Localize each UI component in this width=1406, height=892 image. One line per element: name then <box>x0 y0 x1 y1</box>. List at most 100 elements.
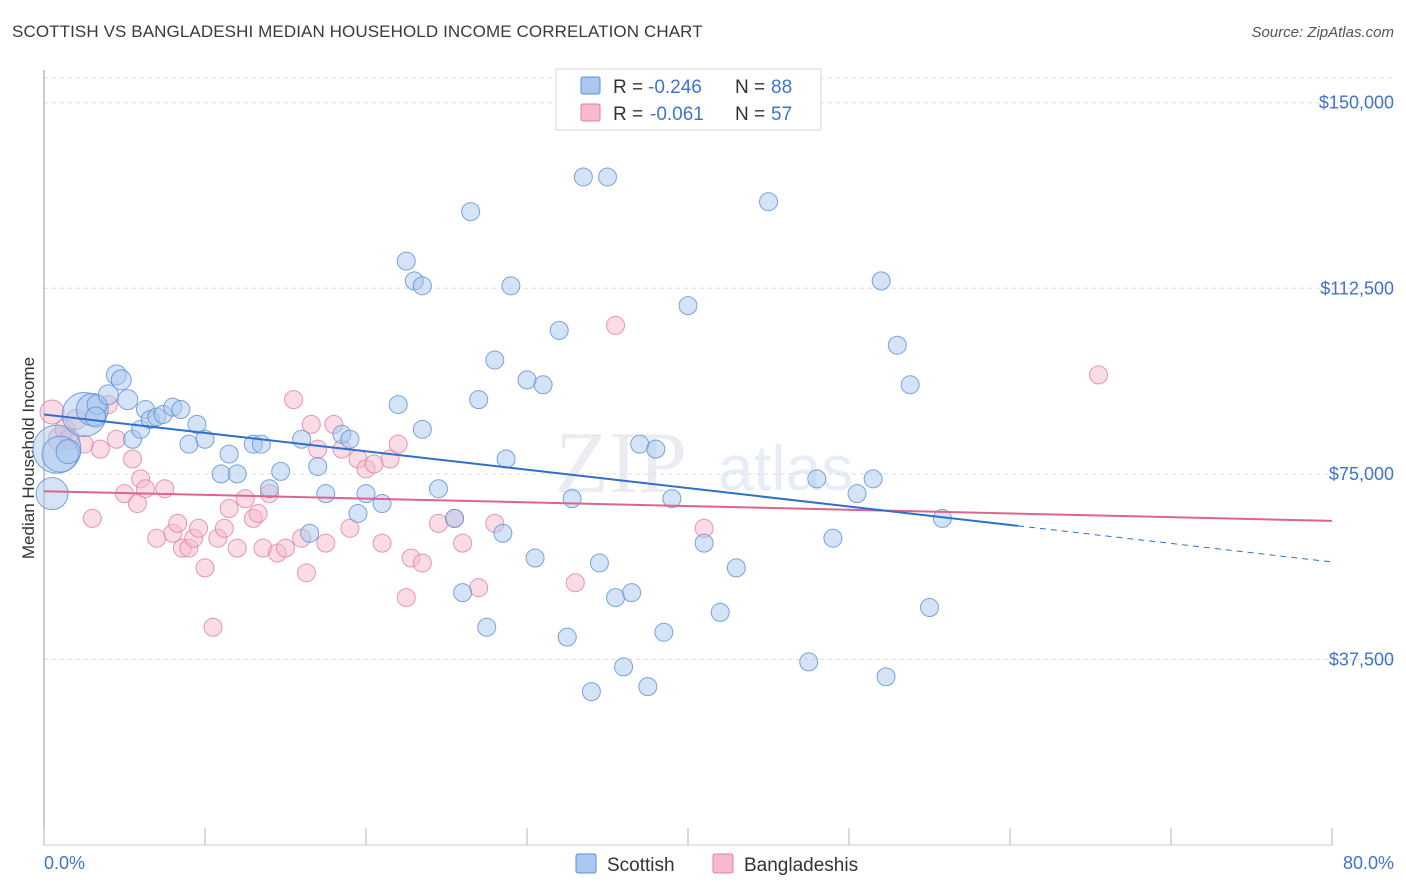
legend-swatch-bangladeshi <box>580 103 601 122</box>
scottish-point <box>300 523 320 543</box>
scottish-point <box>179 434 199 454</box>
scottish-point <box>348 503 368 523</box>
legend-r-label-bangladeshi: R = <box>613 104 648 125</box>
scottish-point <box>863 469 883 489</box>
scottish-point <box>493 523 513 543</box>
scottish-point <box>485 350 505 370</box>
scottish-point <box>356 484 376 504</box>
bangladeshi-point <box>372 533 392 553</box>
scottish-point <box>412 419 432 439</box>
scottish-point <box>726 558 746 578</box>
scottish-point <box>573 167 593 187</box>
scottish-point <box>847 484 867 504</box>
scottish-point <box>55 439 81 465</box>
scottish-point <box>219 444 239 464</box>
bangladeshi-point <box>308 439 328 459</box>
scottish-point <box>694 533 714 553</box>
scottish-point <box>308 456 328 476</box>
scottish-point <box>496 449 516 469</box>
bangladeshi-point <box>195 558 215 578</box>
scottish-point <box>517 370 537 390</box>
scottish-point <box>501 276 521 296</box>
bangladeshi-point <box>1089 365 1109 385</box>
scottish-point <box>638 677 658 697</box>
scottish-point <box>823 528 843 548</box>
legend-r-value-scottish: -0.246 <box>648 77 702 98</box>
bangladeshi-point <box>248 503 268 523</box>
scottish-point <box>412 276 432 296</box>
scottish-point <box>340 429 360 449</box>
scottish-point <box>445 508 465 528</box>
watermark-atlas: atlas <box>718 432 853 504</box>
scottish-point <box>227 464 247 484</box>
y-axis-label: Median Household Income <box>19 357 38 559</box>
legend-swatch-scottish <box>580 76 601 95</box>
scottish-point <box>271 461 291 481</box>
bangladeshi-point <box>469 578 489 598</box>
bangladeshi-point <box>606 315 626 335</box>
scottish-point <box>654 622 674 642</box>
series-legend: Scottish Bangladeshis <box>575 853 858 876</box>
scottish-point <box>710 602 730 622</box>
scottish-point <box>171 400 191 420</box>
scottish-point <box>477 617 497 637</box>
legend-r-value-bangladeshi: -0.061 <box>650 104 704 125</box>
scottish-point <box>549 320 569 340</box>
scottish-point <box>557 627 577 647</box>
scottish-point <box>85 406 107 428</box>
y-tick-label: $112,500 <box>1320 278 1394 298</box>
scottish-point <box>678 296 698 316</box>
legend-n-label-scottish: N = <box>735 77 770 98</box>
scottish-point <box>589 553 609 573</box>
scottish-point <box>876 667 896 687</box>
bangladeshi-point <box>316 533 336 553</box>
scottish-point <box>428 479 448 499</box>
scottish-point <box>97 384 119 406</box>
bangladeshi-point <box>123 449 143 469</box>
bangladeshi-point <box>147 528 167 548</box>
scottish-point <box>614 657 634 677</box>
bangladeshi-point <box>189 518 209 538</box>
bangladeshi-point <box>296 563 316 583</box>
scottish-point <box>606 588 626 608</box>
bottom-legend-label-scottish: Scottish <box>607 855 675 876</box>
scottish-point <box>598 167 617 187</box>
source-credit: Source: ZipAtlas.com <box>1251 24 1394 41</box>
bangladeshi-point <box>214 518 234 538</box>
legend-n-value-scottish: 88 <box>771 77 792 98</box>
scottish-point <box>388 395 408 415</box>
scottish-point <box>469 390 489 410</box>
y-tick-label: $37,500 <box>1329 649 1394 669</box>
bangladeshi-point <box>168 513 188 533</box>
bangladeshi-point <box>219 499 239 519</box>
bangladeshi-point <box>203 617 223 637</box>
trend-lines <box>43 413 1333 563</box>
bangladeshi-point <box>284 390 304 410</box>
scottish-point <box>622 583 642 603</box>
bangladeshi-point <box>565 573 585 593</box>
bangladeshi-point <box>428 513 448 533</box>
scottish-point <box>759 192 778 212</box>
bangladeshi-point <box>340 518 360 538</box>
scottish-point <box>871 271 891 291</box>
bangladeshi-point <box>135 479 155 499</box>
chart-title: SCOTTISH VS BANGLADESHI MEDIAN HOUSEHOLD… <box>12 22 703 41</box>
scottish-point <box>799 652 819 672</box>
scottish-trend-extension <box>1017 525 1333 563</box>
scottish-point <box>533 375 553 395</box>
bangladeshi-point <box>412 553 432 573</box>
scottish-point <box>525 548 545 568</box>
scottish-point <box>316 484 336 504</box>
bangladeshi-point <box>127 494 147 514</box>
scottish-point <box>920 597 939 617</box>
scottish-point <box>900 375 920 395</box>
y-tick-label: $75,000 <box>1329 464 1394 484</box>
bottom-legend-swatch-scottish <box>575 853 597 874</box>
bangladeshi-point <box>364 454 384 474</box>
bottom-legend-label-bangladeshi: Bangladeshis <box>744 855 858 876</box>
bangladeshi-point <box>301 414 321 434</box>
x-tick-label-min: 0.0% <box>44 853 85 873</box>
bangladeshi-point <box>388 434 408 454</box>
scottish-point <box>807 469 827 489</box>
